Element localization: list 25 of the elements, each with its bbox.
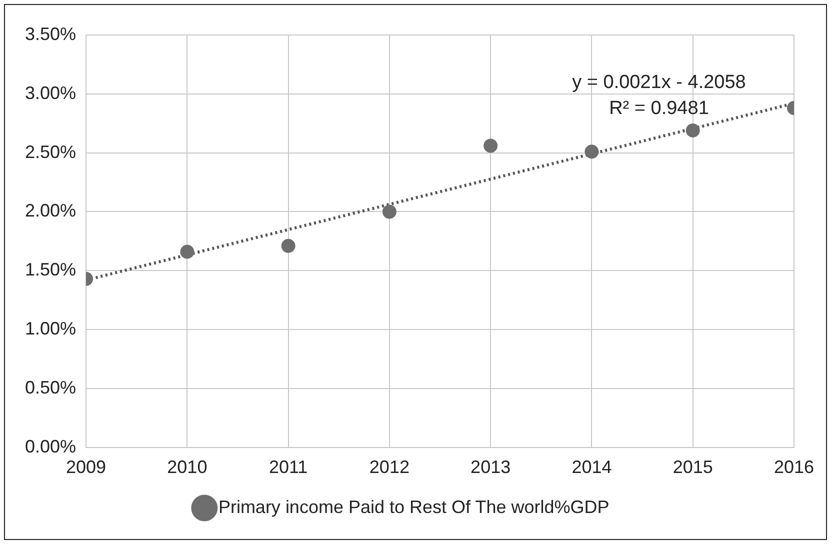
x-tick-label: 2010 (167, 457, 208, 478)
y-tick-label: 2.50% (24, 142, 76, 162)
annotation: R² = 0.9481 (609, 98, 709, 120)
y-tick-label: 0.50% (24, 377, 76, 398)
x-tick-label: 2014 (572, 457, 612, 478)
x-tick-label: 2012 (369, 457, 410, 478)
x-tick-label: 2011 (268, 457, 308, 478)
y-tick-label: 3.00% (24, 82, 76, 103)
point (584, 144, 599, 159)
x-tick-label: 2016 (774, 457, 814, 478)
point (180, 244, 194, 259)
x-tick-label: 2009 (66, 457, 106, 478)
x-tick-label: 2013 (470, 457, 511, 478)
y-tick-label: 0.00% (24, 436, 76, 456)
y-tick-label: 1.50% (24, 260, 76, 280)
point (281, 238, 296, 253)
point (686, 123, 700, 138)
point (484, 138, 498, 153)
point (382, 204, 396, 219)
y-tick-label: 1.00% (24, 318, 76, 339)
y-tick-label: 3.50% (24, 24, 76, 44)
y-tick-label: 2.00% (24, 200, 76, 221)
annotation: y = 0.0021x - 4.2058 (572, 72, 746, 94)
legend-label: Primary income Paid to Rest Of The world%GDP (218, 496, 610, 517)
x-tick-label: 2015 (672, 457, 713, 478)
